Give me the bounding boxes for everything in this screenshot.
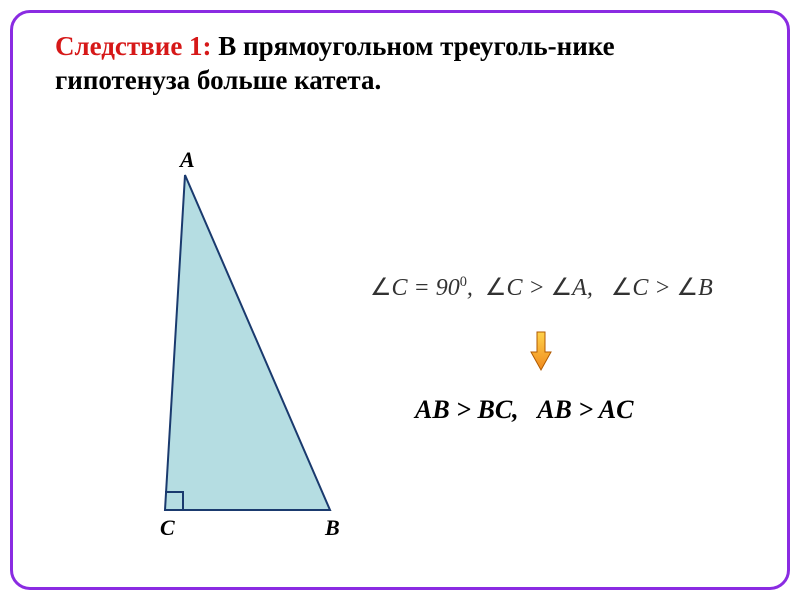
triangle-svg xyxy=(130,165,370,545)
angle-relations: ∠C = 900, ∠C > ∠A, ∠C > ∠B xyxy=(370,273,713,302)
side-relations: AB > BC, AB > AC xyxy=(415,395,633,425)
vertex-label-b: B xyxy=(325,515,340,541)
vertex-label-a: A xyxy=(180,147,195,173)
vertex-label-c: C xyxy=(160,515,175,541)
triangle-shape xyxy=(165,175,330,510)
implies-arrow-icon xyxy=(530,330,552,372)
title-prefix: Следствие 1: xyxy=(55,31,218,61)
arrow-path xyxy=(531,332,551,370)
triangle-diagram: A B C xyxy=(130,165,370,545)
title: Следствие 1: В прямоугольном треуголь-ни… xyxy=(55,30,745,98)
